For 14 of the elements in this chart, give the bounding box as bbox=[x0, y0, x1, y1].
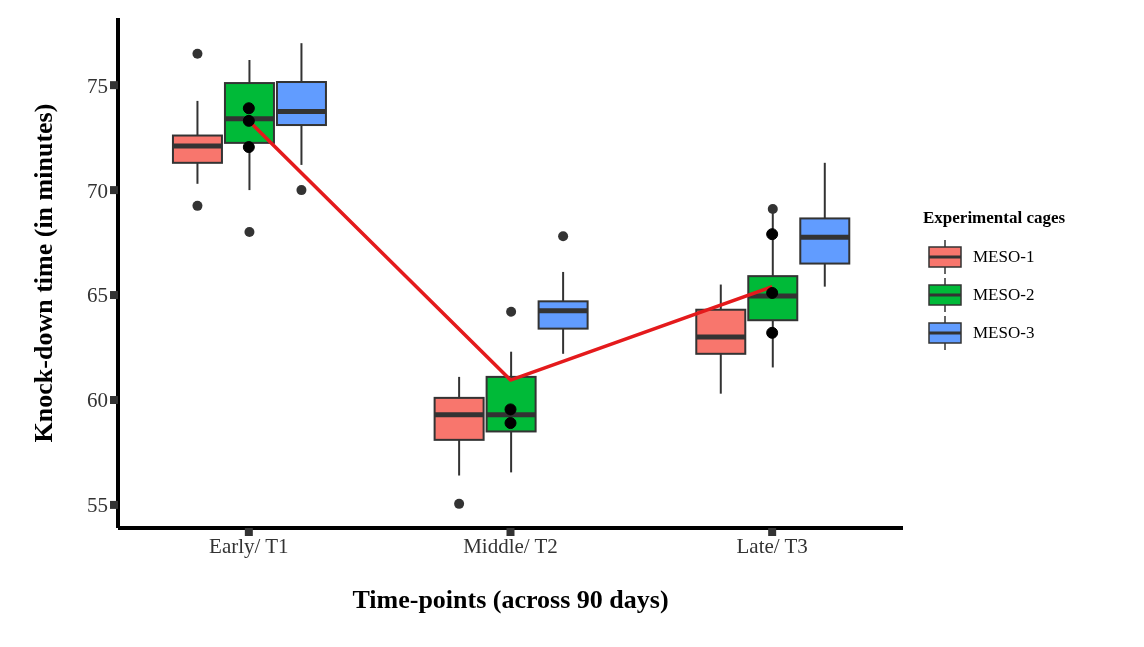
legend-title: Experimental cages bbox=[923, 208, 1066, 228]
y-axis-title: Knock-down time (in minutes) bbox=[29, 103, 59, 443]
y-tick-label: 70 bbox=[87, 178, 108, 203]
legend-label: MESO-2 bbox=[973, 285, 1035, 305]
x-tick-label: Middle/ T2 bbox=[463, 533, 558, 558]
y-tick-label: 60 bbox=[87, 388, 108, 413]
legend-label: MESO-1 bbox=[973, 247, 1035, 267]
y-tick-label: 55 bbox=[87, 493, 108, 518]
x-tick-label: Late/ T3 bbox=[736, 533, 808, 558]
y-tick-label: 65 bbox=[87, 283, 108, 308]
x-tick-label: Early/ T1 bbox=[209, 533, 289, 558]
x-axis-title: Time-points (across 90 days) bbox=[352, 585, 669, 614]
legend-label: MESO-3 bbox=[973, 323, 1035, 343]
y-tick-label: 75 bbox=[87, 73, 108, 98]
